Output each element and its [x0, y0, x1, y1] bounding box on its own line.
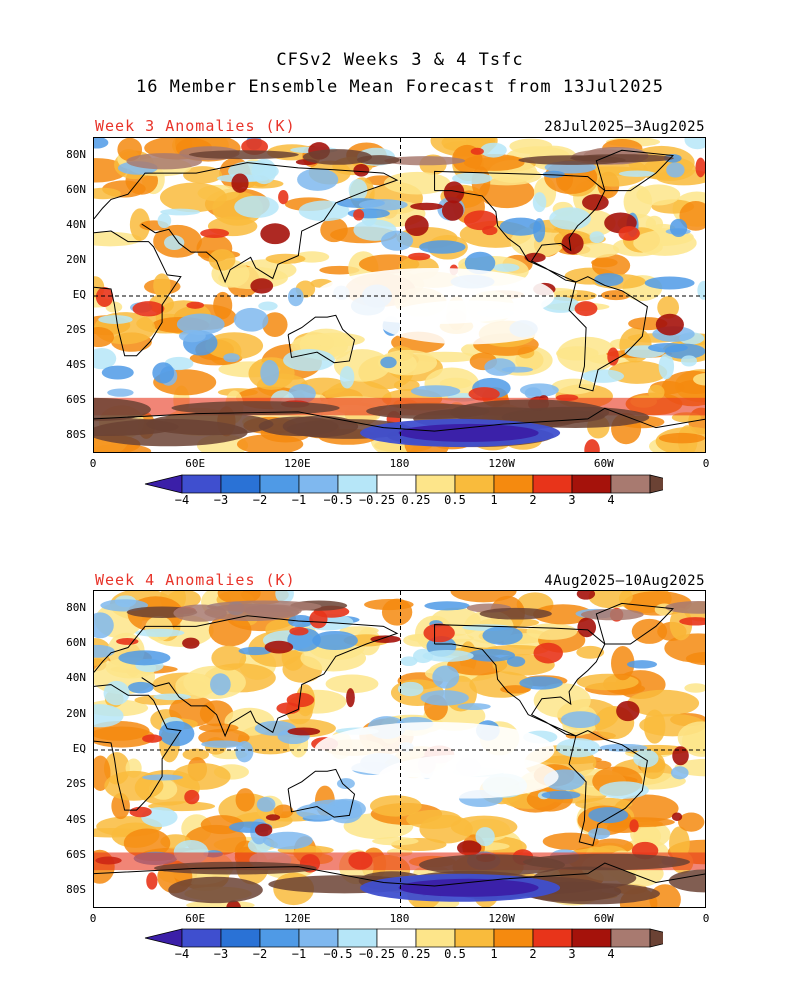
lat-tick-label: 20N	[66, 252, 86, 266]
colorbar-segment	[415, 474, 456, 494]
colorbar-swatches	[144, 928, 663, 948]
colorbar-label: 0.5	[444, 493, 466, 507]
colorbar-label: 2	[529, 493, 537, 507]
colorbar-label: −3	[213, 493, 229, 507]
chart-title: CFSv2 Weeks 3 & 4 Tsfc	[276, 50, 524, 70]
lat-tick-label: 20S	[66, 777, 86, 791]
colorbar-segment	[259, 474, 300, 494]
lon-tick-label: 120E	[284, 457, 311, 470]
colorbar-label: −0.25	[358, 493, 396, 507]
colorbar-label: 4	[607, 947, 615, 961]
lat-tick-label: 40S	[66, 812, 86, 826]
lon-tick-label: 120W	[488, 457, 515, 470]
colorbar-label: 4	[607, 493, 615, 507]
lat-tick-label: 40N	[66, 217, 86, 231]
colorbar-label: −2	[252, 493, 268, 507]
lat-tick-label: 60N	[66, 182, 86, 196]
colorbar-segment	[337, 928, 378, 948]
colorbar-segment	[415, 928, 456, 948]
chart-subtitle: 16 Member Ensemble Mean Forecast from 13…	[135, 77, 665, 97]
colorbar-segment	[649, 928, 663, 948]
week3-anomaly-map	[93, 137, 706, 453]
colorbar-segment	[493, 928, 534, 948]
week3-label: Week 3 Anomalies (K)	[95, 117, 296, 135]
lat-tick-label: 80N	[66, 147, 86, 161]
colorbar-segment	[571, 474, 612, 494]
colorbar-segment	[610, 474, 651, 494]
colorbar-label: −3	[213, 947, 229, 961]
colorbar-swatches	[144, 474, 663, 494]
colorbar-label: 3	[568, 493, 576, 507]
colorbar-segment	[493, 474, 534, 494]
lon-tick-label: 60W	[593, 912, 614, 925]
colorbar-label: −0.25	[358, 947, 396, 961]
colorbar-label: 0.25	[401, 947, 431, 961]
lat-tick-label: 80N	[66, 600, 86, 614]
colorbar-label: −4	[174, 947, 190, 961]
colorbar-label: 3	[568, 947, 576, 961]
lat-tick-label: 40N	[66, 671, 86, 685]
lat-tick-label: 20S	[66, 323, 86, 337]
week4-dates: 4Aug2025—10Aug2025	[544, 573, 705, 589]
colorbar-label: −0.5	[323, 947, 353, 961]
lat-tick-label: EQ	[72, 288, 86, 301]
colorbar-segment	[144, 474, 183, 494]
lon-tick-label: 120E	[284, 912, 311, 925]
lon-tick-label: 60W	[593, 457, 614, 470]
colorbar-segment	[532, 474, 573, 494]
lat-tick-label: 60S	[66, 393, 86, 407]
colorbar-label: 1	[490, 947, 498, 961]
colorbar-segment	[298, 928, 339, 948]
colorbar-segment	[532, 928, 573, 948]
colorbar-segment	[220, 474, 261, 494]
colorbar-segment	[649, 474, 663, 494]
lon-tick-label: 120W	[488, 912, 515, 925]
lon-tick-label: 60E	[185, 912, 206, 925]
colorbar-label: −1	[291, 493, 307, 507]
colorbar-segment	[259, 928, 300, 948]
lon-tick-label: 0	[702, 912, 710, 925]
lon-tick-label: 0	[702, 457, 710, 470]
colorbar-segment	[376, 928, 417, 948]
lat-tick-label: 80S	[66, 883, 86, 897]
colorbar-label: −2	[252, 947, 268, 961]
lat-tick-label: 40S	[66, 358, 86, 372]
colorbar-segment	[454, 474, 495, 494]
lon-tick-label: 0	[89, 457, 97, 470]
lat-tick-label: 80S	[66, 428, 86, 442]
week4-label: Week 4 Anomalies (K)	[95, 571, 296, 589]
lon-tick-label: 0	[89, 912, 97, 925]
colorbar-segment	[337, 474, 378, 494]
colorbar-label: 0.5	[444, 947, 466, 961]
lat-tick-label: 20N	[66, 706, 86, 720]
lat-tick-label: 60N	[66, 636, 86, 649]
colorbar-label: −4	[174, 493, 190, 507]
lat-tick-label: EQ	[72, 742, 86, 755]
colorbar-segment	[298, 474, 339, 494]
colorbar-label: −0.5	[323, 493, 353, 507]
colorbar-label: 1	[490, 493, 498, 507]
colorbar-segment	[144, 928, 183, 948]
lon-tick-label: 180	[389, 912, 410, 925]
colorbar-segment	[181, 474, 222, 494]
lon-tick-label: 180	[389, 457, 410, 470]
lon-tick-label: 60E	[185, 457, 206, 470]
colorbar-label: 2	[529, 947, 537, 961]
lat-tick-label: 60S	[66, 848, 86, 861]
colorbar-segment	[571, 928, 612, 948]
colorbar-segment	[454, 928, 495, 948]
colorbar-segment	[181, 928, 222, 948]
colorbar-segment	[610, 928, 651, 948]
colorbar-segment	[376, 474, 417, 494]
week4-anomaly-map	[93, 590, 706, 908]
colorbar-segment	[220, 928, 261, 948]
colorbar-label: −1	[291, 947, 307, 961]
colorbar-label: 0.25	[401, 493, 431, 507]
week3-dates: 28Jul2025—3Aug2025	[544, 119, 705, 135]
